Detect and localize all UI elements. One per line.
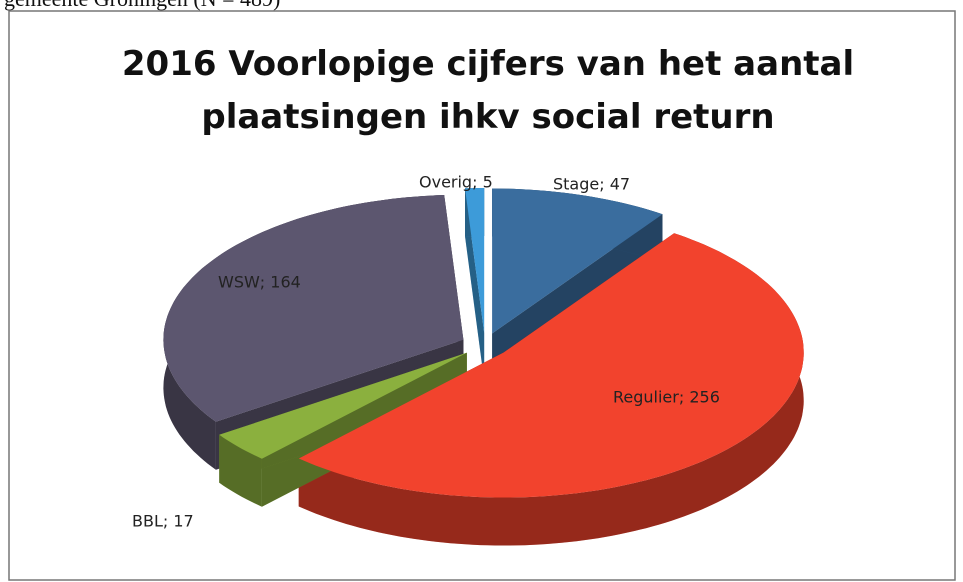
chart-title: 2016 Voorlopige cijfers van het aantal (122, 44, 854, 84)
slice-side (465, 188, 485, 381)
slice-side (219, 352, 467, 483)
slice-tops (163, 188, 804, 498)
slice (465, 188, 485, 333)
slice (492, 188, 663, 334)
slice-shade (219, 434, 262, 507)
slice (163, 195, 464, 422)
slice (298, 233, 804, 498)
data-label: Regulier; 256 (613, 388, 720, 407)
slice-side (219, 434, 262, 507)
slice-shade (219, 352, 467, 483)
data-label: WSW; 164 (218, 273, 301, 292)
chart-title: plaatsingen ihkv social return (201, 97, 774, 137)
data-label: Overig; 5 (419, 173, 493, 192)
slice-side (298, 233, 804, 546)
frame (8, 10, 956, 581)
data-label: Stage; 47 (553, 175, 630, 194)
slice-shade (298, 233, 804, 546)
slice-shade (465, 188, 485, 381)
data-label: BBL; 17 (132, 512, 194, 531)
slice (219, 352, 467, 459)
caption: gemeente Groningen (N = 489) (4, 0, 280, 11)
